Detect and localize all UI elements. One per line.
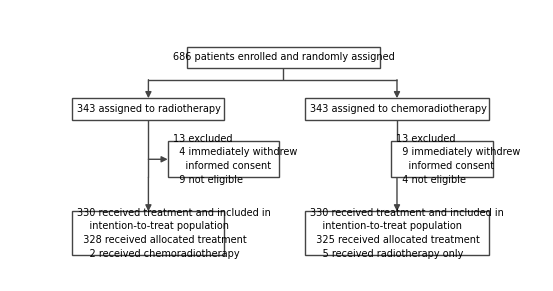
FancyBboxPatch shape xyxy=(390,141,493,177)
FancyBboxPatch shape xyxy=(187,47,380,68)
Text: 330 received treatment and included in
    intention-to-treat population
  328 r: 330 received treatment and included in i… xyxy=(77,208,272,259)
FancyBboxPatch shape xyxy=(305,211,489,255)
Text: 13 excluded
  4 immediately withdrew
    informed consent
  9 not eligible: 13 excluded 4 immediately withdrew infor… xyxy=(173,134,297,185)
Text: 13 excluded
  9 immediately withdrew
    informed consent
  4 not eligible: 13 excluded 9 immediately withdrew infor… xyxy=(396,134,520,185)
Text: 343 assigned to radiotherapy: 343 assigned to radiotherapy xyxy=(77,104,221,114)
Text: 330 received treatment and included in
    intention-to-treat population
  325 r: 330 received treatment and included in i… xyxy=(310,208,504,259)
Text: 343 assigned to chemoradiotherapy: 343 assigned to chemoradiotherapy xyxy=(310,104,487,114)
FancyBboxPatch shape xyxy=(72,98,225,120)
FancyBboxPatch shape xyxy=(168,141,279,177)
FancyBboxPatch shape xyxy=(305,98,489,120)
FancyBboxPatch shape xyxy=(72,211,225,255)
Text: 686 patients enrolled and randomly assigned: 686 patients enrolled and randomly assig… xyxy=(173,52,394,62)
